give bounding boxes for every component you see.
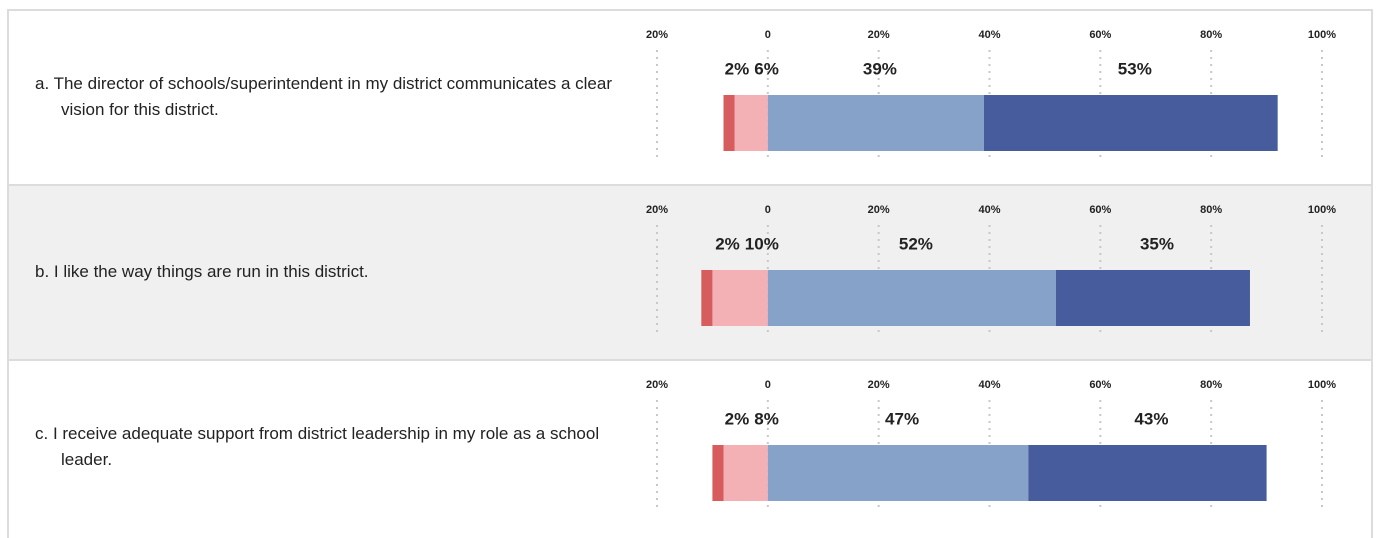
bar-segment — [1056, 270, 1250, 326]
bar-segment — [767, 270, 1056, 326]
bar-segment — [767, 95, 984, 151]
x-tick-label: 60% — [1089, 29, 1111, 41]
x-tick-label: 20% — [868, 29, 890, 41]
data-label: 8% — [754, 409, 779, 428]
question: b. I like the way things are run in this… — [35, 262, 369, 281]
data-label: 10% — [745, 234, 779, 253]
question: c. I receive adequate support from distr… — [35, 424, 600, 469]
x-tick-label: 20% — [868, 379, 890, 391]
data-label: 2% — [725, 59, 750, 78]
bar-segment — [701, 270, 713, 326]
bar-segment — [767, 445, 1029, 501]
x-tick-label: 20% — [868, 204, 890, 216]
x-tick-label: 60% — [1089, 379, 1111, 391]
data-label: 53% — [1118, 59, 1152, 78]
x-tick-label: 80% — [1200, 204, 1222, 216]
data-label: 39% — [863, 59, 897, 78]
data-label: 35% — [1140, 234, 1174, 253]
bar-segment — [734, 95, 768, 151]
data-label: 2% — [725, 409, 750, 428]
x-tick-label: 0 — [765, 379, 771, 391]
data-label: 6% — [754, 59, 779, 78]
data-label: 43% — [1134, 409, 1168, 428]
x-tick-label: 80% — [1200, 29, 1222, 41]
bar-segment — [983, 95, 1278, 151]
bar-segment — [723, 445, 768, 501]
bar-segment — [1028, 445, 1267, 501]
x-tick-label: 20% — [646, 379, 668, 391]
question: a. The director of schools/superintenden… — [35, 74, 613, 119]
data-label: 52% — [899, 234, 933, 253]
x-tick-label: 40% — [978, 29, 1000, 41]
data-label: 47% — [885, 409, 919, 428]
x-tick-label: 100% — [1308, 204, 1336, 216]
bar-segment — [723, 95, 735, 151]
x-tick-label: 20% — [646, 29, 668, 41]
bar-segment — [712, 445, 724, 501]
x-tick-label: 40% — [978, 379, 1000, 391]
x-tick-label: 40% — [978, 204, 1000, 216]
x-tick-label: 80% — [1200, 379, 1222, 391]
bar-segment — [712, 270, 768, 326]
x-tick-label: 0 — [765, 204, 771, 216]
x-tick-label: 100% — [1308, 379, 1336, 391]
x-tick-label: 0 — [765, 29, 771, 41]
data-label: 2% — [715, 234, 740, 253]
x-tick-label: 60% — [1089, 204, 1111, 216]
x-tick-label: 20% — [646, 204, 668, 216]
x-tick-label: 100% — [1308, 29, 1336, 41]
